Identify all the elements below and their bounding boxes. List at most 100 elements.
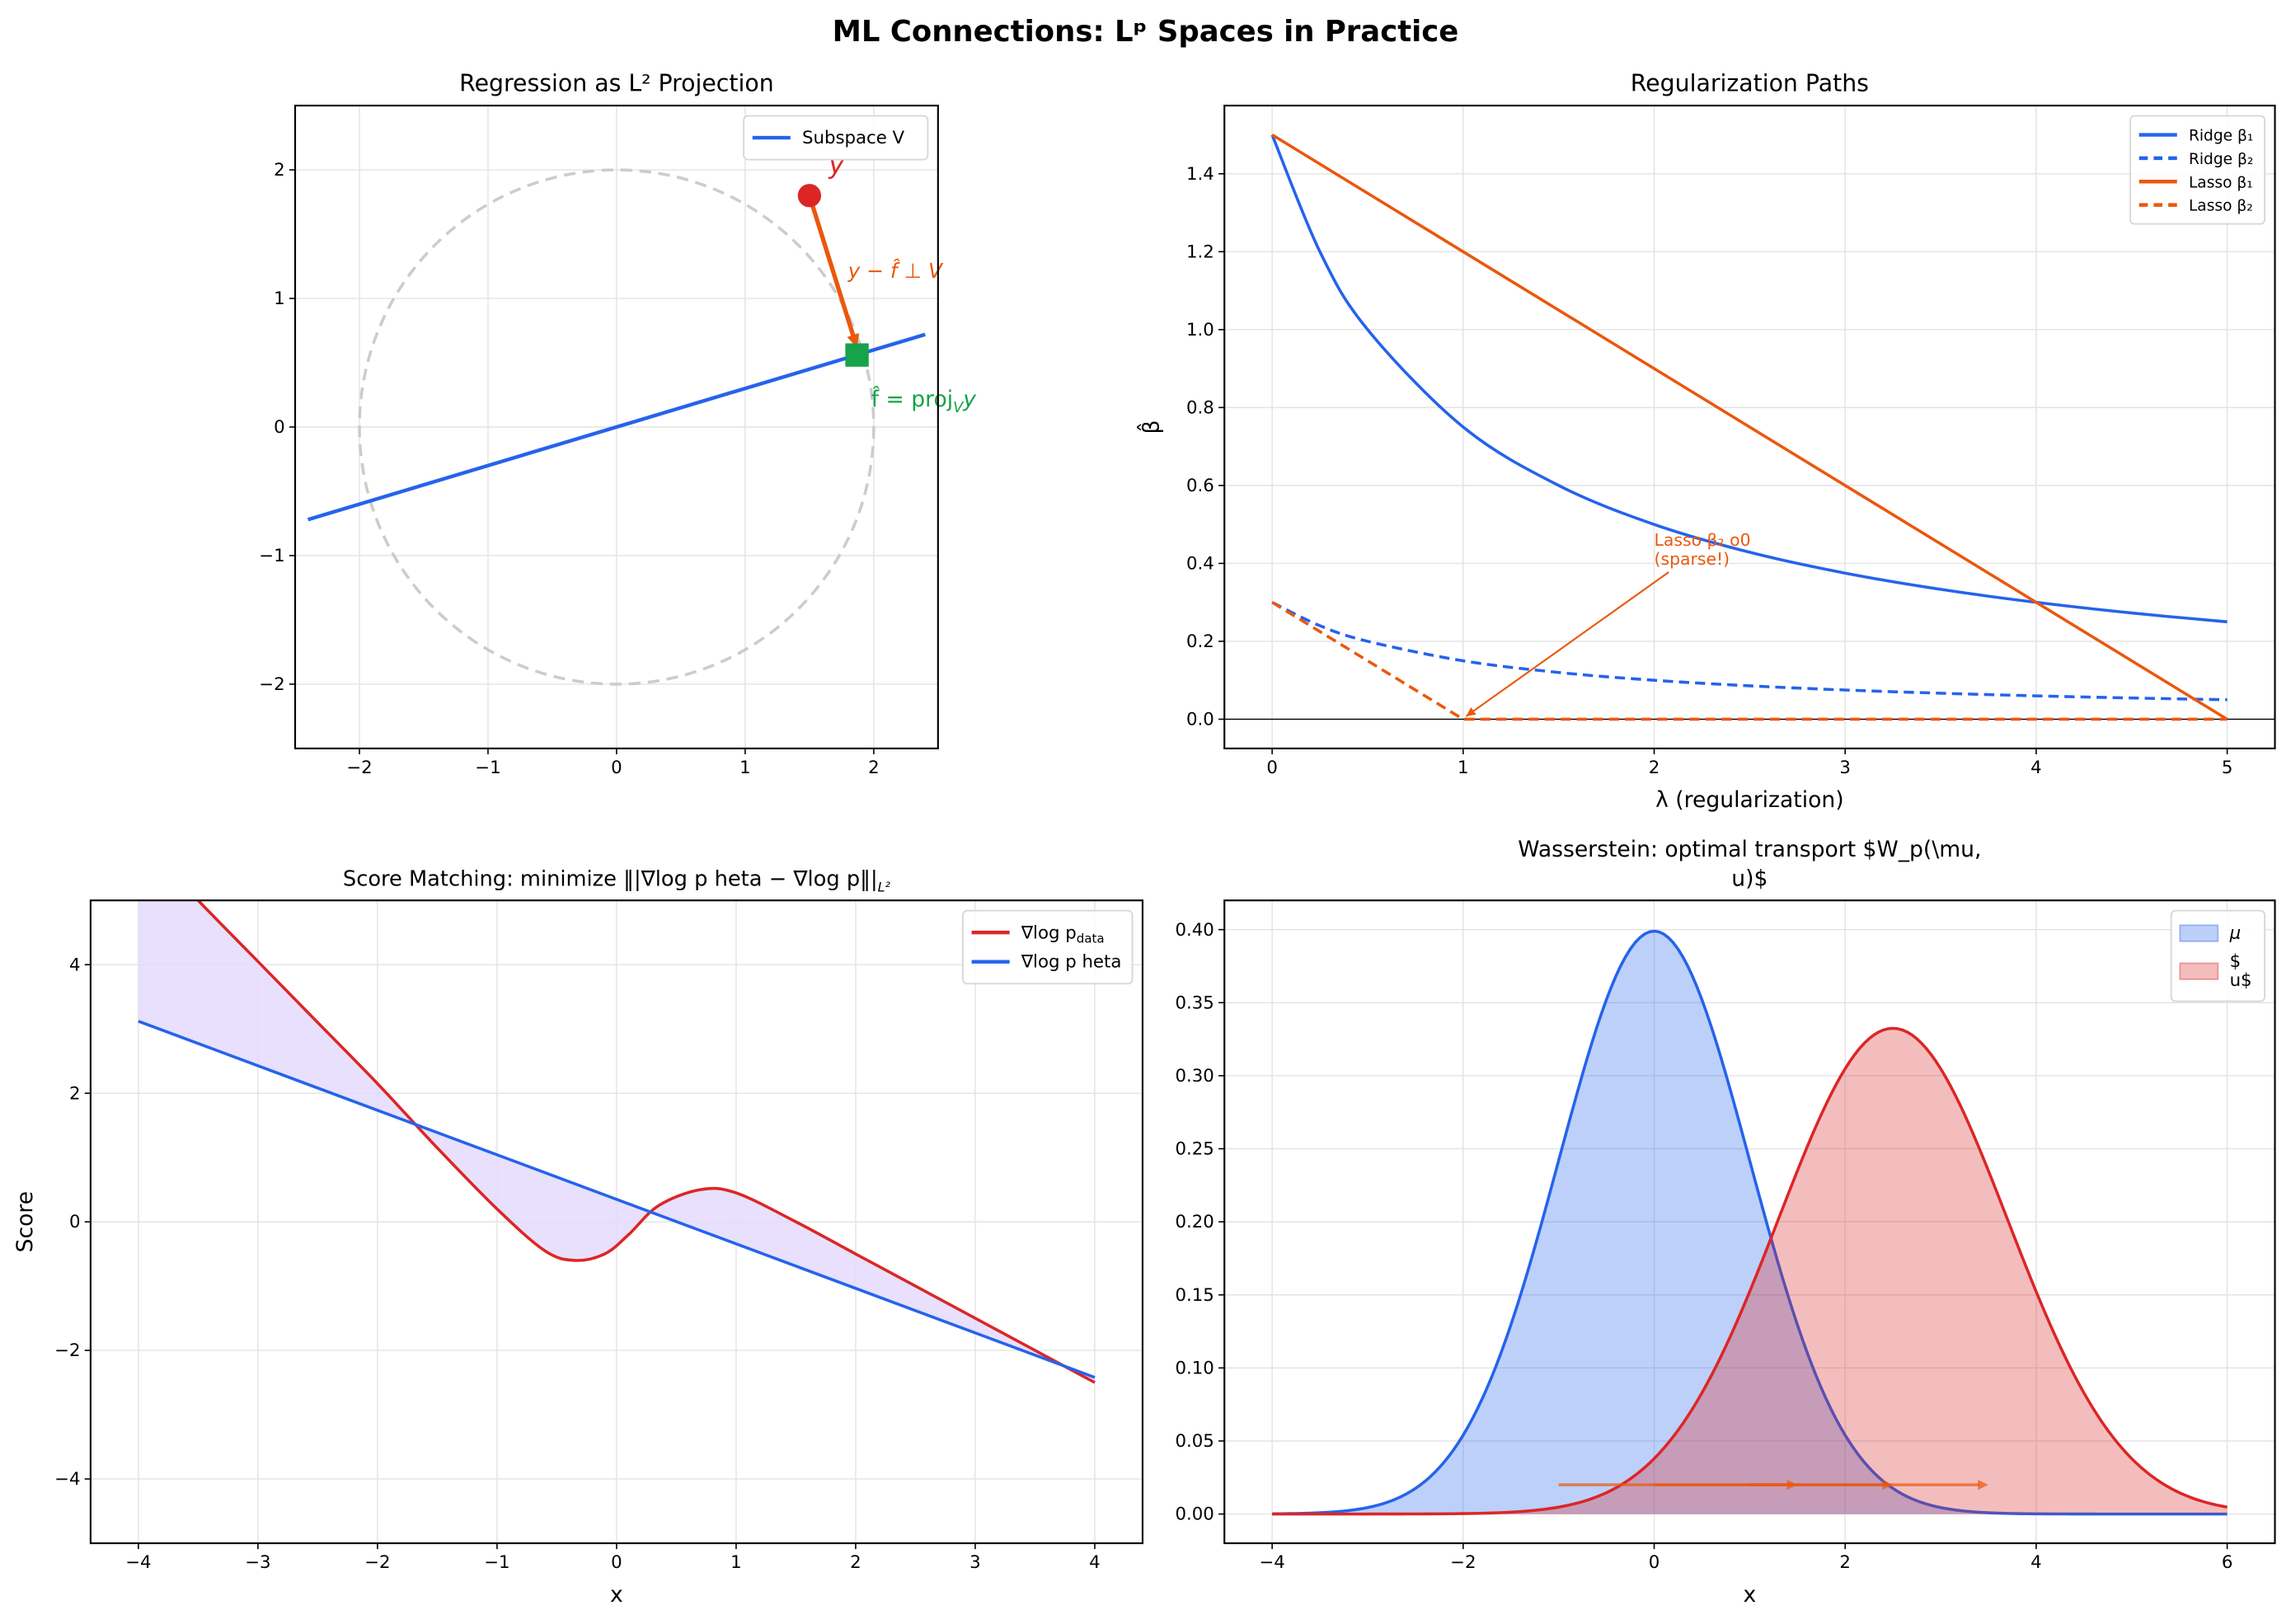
- x-tick-label: 1: [1458, 758, 1469, 778]
- legend-label: Subspace V: [802, 128, 905, 148]
- subplot-4: −4 −2 0 2 4 6 0.00 0.05 0.10 0.15 0.20 0.25 0.30 0.35…: [1175, 837, 2276, 1608]
- density-line-0: [1272, 929, 2228, 1516]
- subplot-title: Wasserstein: optimal transport $W_p(\mu,: [1518, 837, 1981, 862]
- y-tick-label: 1: [274, 289, 285, 309]
- subplot-title: Regression as L² Projection: [459, 69, 774, 96]
- y-tick-label: 0.05: [1175, 1431, 1214, 1452]
- label-part: f̂ = proj: [871, 386, 953, 412]
- x-tick-label: 4: [2030, 1552, 2042, 1573]
- legend-box: [962, 909, 1134, 985]
- y-tick-label: 0.15: [1175, 1285, 1214, 1306]
- x-tick-label: −3: [245, 1552, 270, 1573]
- y-tick-label: 0.30: [1175, 1066, 1214, 1087]
- y-tick-label: −2: [259, 674, 284, 695]
- legend-label: Lasso β₂: [2189, 198, 2253, 215]
- projection-point: [845, 343, 869, 367]
- legend: ∇log pdata ∇log p heta: [962, 909, 1134, 985]
- x-tick-label: −4: [1259, 1552, 1284, 1573]
- legend-label: ∇log pdata: [1021, 922, 1105, 946]
- label-part: y: [962, 387, 977, 412]
- legend-label-part: ∇log p: [1021, 922, 1077, 943]
- x-axis-label: λ (regularization): [1655, 787, 1843, 813]
- label-projection: f̂ = projVy: [871, 386, 978, 416]
- series-line-1: [138, 1020, 1096, 1379]
- y-tick-label: 1.2: [1186, 242, 1214, 262]
- plot-area: [307, 168, 926, 686]
- density-fill-0: [1272, 931, 2228, 1514]
- legend-label: Ridge β₁: [2189, 128, 2253, 145]
- legend: Subspace V: [743, 115, 929, 161]
- x-tick-label: 5: [2222, 758, 2233, 778]
- y-tick-label: 0.25: [1175, 1139, 1214, 1160]
- x-tick-label: 1: [730, 1552, 742, 1573]
- label-residual: y − f̂ ⊥ V: [847, 259, 944, 283]
- y-tick-label: 0.8: [1186, 397, 1214, 418]
- x-tick-label: −1: [484, 1552, 509, 1573]
- x-tick-label: 4: [1089, 1552, 1101, 1573]
- y-tick-label: 0.35: [1175, 993, 1214, 1013]
- x-tick-label: −4: [125, 1552, 151, 1573]
- x-axis-label: x: [1743, 1582, 1756, 1608]
- y-tick-label: 0.4: [1186, 553, 1214, 574]
- plot-area: [138, 900, 1096, 1384]
- series-line-2: [1271, 134, 2228, 720]
- legend-label: ∇log p heta: [1021, 952, 1122, 973]
- plot-area: [1224, 134, 2275, 721]
- y-tick-label: 0.00: [1175, 1504, 1214, 1525]
- y-tick-label: −1: [259, 546, 284, 566]
- label-part: V: [953, 400, 965, 416]
- x-tick-label: −2: [364, 1552, 390, 1573]
- y-tick-label: 2: [274, 160, 285, 181]
- data-point-y: [797, 184, 822, 208]
- subplot-title: Score Matching: minimize ‖|∇log p heta −…: [343, 867, 891, 895]
- legend-box: [2170, 909, 2265, 1002]
- density-line-1: [1272, 1026, 2228, 1516]
- annotation-text: (sparse!): [1655, 549, 1730, 569]
- x-tick-label: 0: [611, 758, 622, 778]
- subplot-title: Regularization Paths: [1631, 69, 1869, 96]
- x-tick-label: 1: [739, 758, 751, 778]
- subplot-2: Lasso β₂ o0(sparse!) 0 1 2 3 4 5 0.0 0.2 0.4 0.6 0.…: [1137, 69, 2276, 813]
- transport-arrow-head: [1978, 1479, 1988, 1490]
- y-tick-label: 0: [69, 1212, 81, 1232]
- axes-frame: [1223, 105, 2276, 749]
- annotation-arrow-head: [1466, 707, 1476, 716]
- y-tick-label: 0.2: [1186, 631, 1214, 652]
- figure-title: ML Connections: Lᵖ Spaces in Practice: [833, 15, 1459, 49]
- y-tick-label: 0.0: [1186, 710, 1214, 730]
- x-tick-label: 0: [611, 1552, 622, 1573]
- y-tick-label: 4: [69, 955, 81, 975]
- x-tick-label: 4: [2030, 758, 2042, 778]
- legend-label-part: ∇log p heta: [1021, 952, 1122, 973]
- x-tick-label: 0: [1649, 1552, 1660, 1573]
- x-tick-label: −2: [346, 758, 372, 778]
- y-tick-label: −4: [54, 1469, 80, 1490]
- annotation-text: Lasso β₂ o0: [1655, 530, 1751, 550]
- series-line-0: [307, 332, 926, 522]
- series-line-3: [1271, 601, 2228, 721]
- y-tick-label: 0.40: [1175, 920, 1214, 941]
- series-line-1: [1271, 601, 2228, 702]
- legend-label-part: data: [1077, 932, 1105, 946]
- circle-radius-2: [358, 168, 876, 686]
- x-tick-label: 6: [2222, 1552, 2233, 1573]
- x-tick-label: 2: [1649, 758, 1660, 778]
- x-tick-label: −1: [475, 758, 500, 778]
- x-axis-label: x: [610, 1582, 623, 1608]
- x-tick-label: 2: [850, 1552, 861, 1573]
- y-tick-label: 1.4: [1186, 164, 1214, 185]
- y-tick-label: 1.0: [1186, 320, 1214, 340]
- y-tick-label: 0.20: [1175, 1212, 1214, 1232]
- x-tick-label: −2: [1450, 1552, 1476, 1573]
- legend-swatch: [2179, 962, 2219, 980]
- subplot-3: −4 −3 −2 −1 0 1 2 3 4 −4 −2 0 2 4 x Score Score Matching…: [12, 867, 1144, 1608]
- x-tick-label: 2: [1839, 1552, 1851, 1573]
- legend-label: Ridge β₂: [2189, 151, 2253, 168]
- subplot-1: y y − f̂ ⊥ V f̂ = projVy −2 −1 0 1 2 −2 −1 0 1 2 Regr…: [259, 69, 977, 778]
- x-tick-label: 3: [969, 1552, 981, 1573]
- y-axis-label: β̂: [1137, 420, 1165, 434]
- legend-label: Lasso β₁: [2189, 174, 2253, 191]
- density-fill-1: [1272, 1028, 2228, 1514]
- legend-label: $: [2230, 951, 2242, 972]
